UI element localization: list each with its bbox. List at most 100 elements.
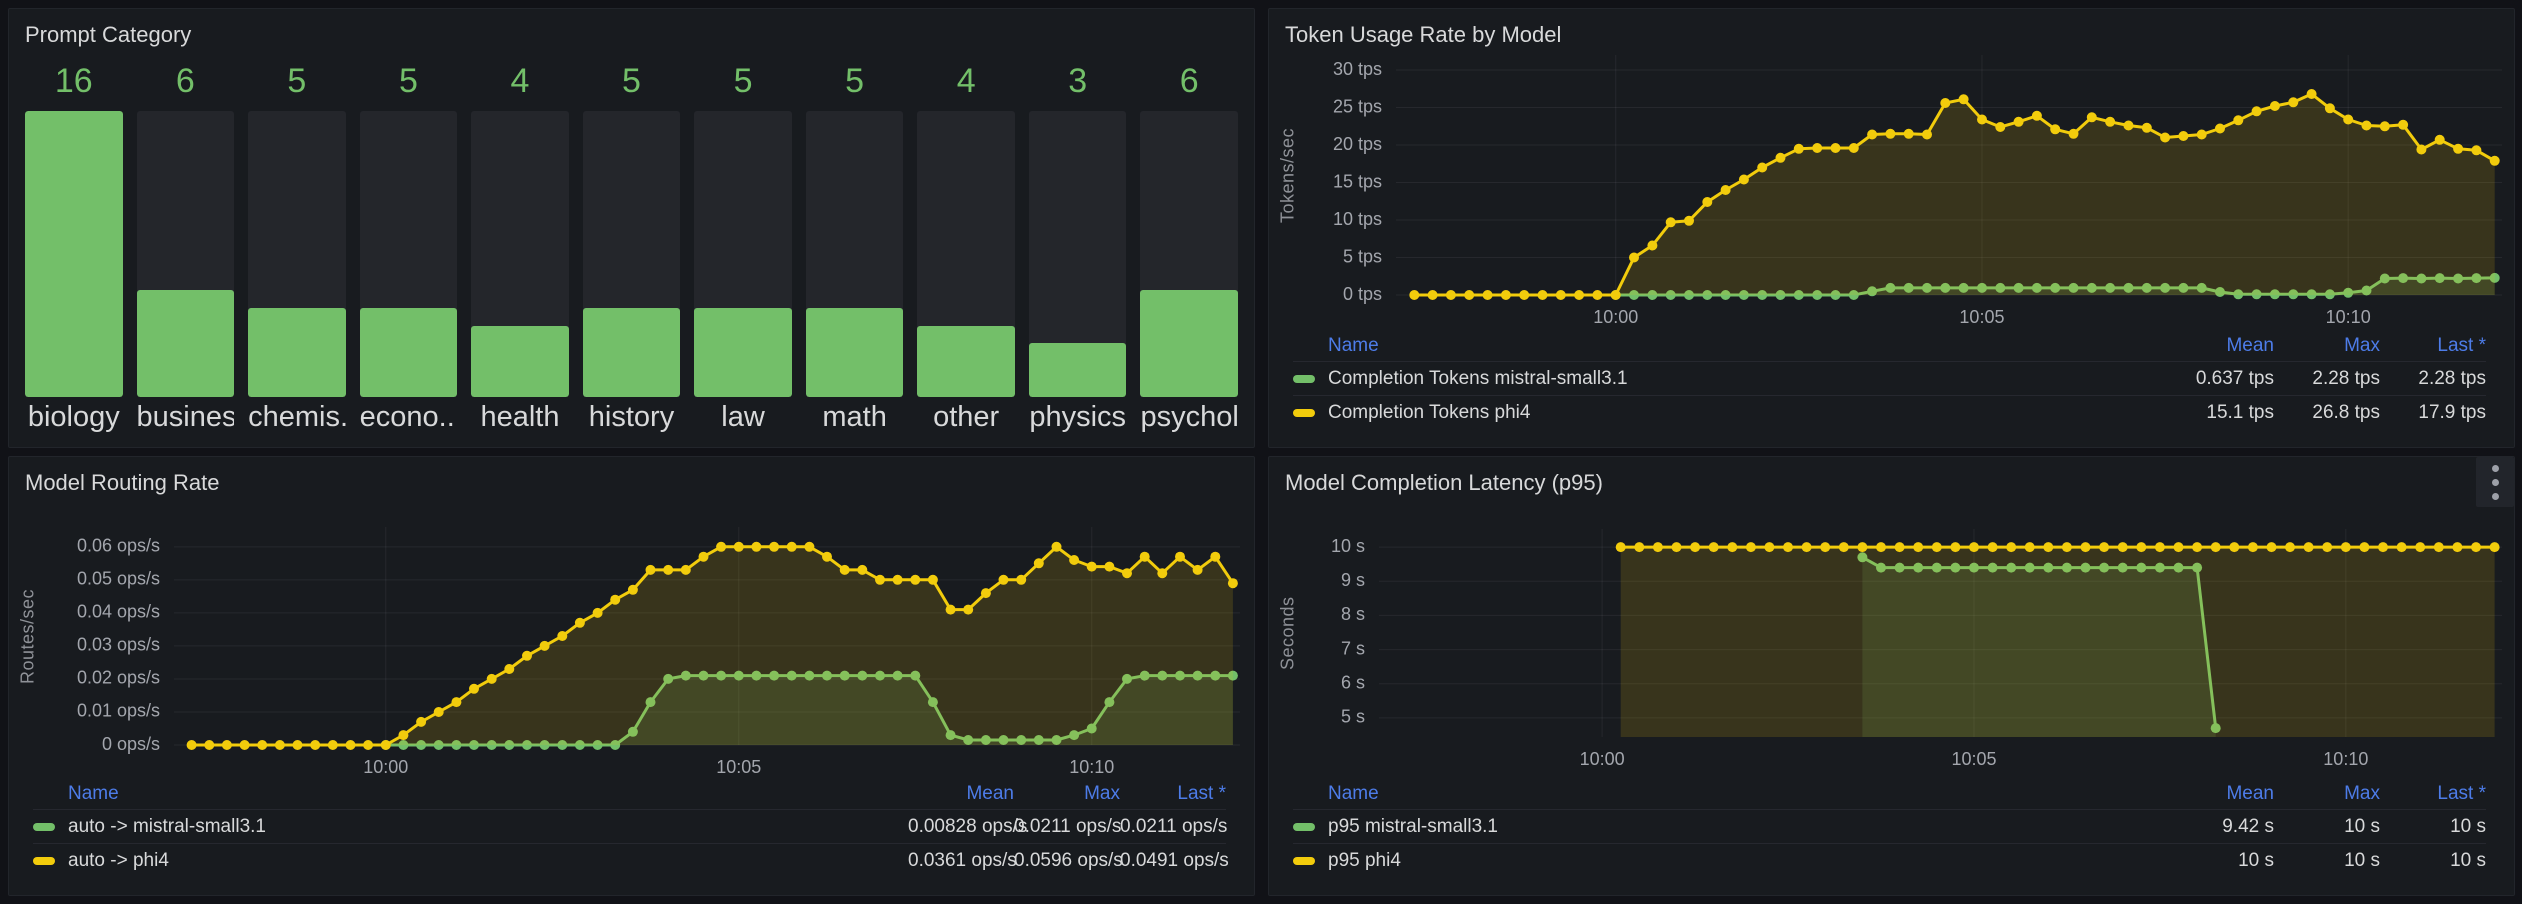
legend-series-name: Completion Tokens phi4 <box>1328 401 1531 423</box>
panel-title-token-usage[interactable]: Token Usage Rate by Model <box>1285 22 1562 47</box>
data-point <box>857 670 868 681</box>
data-point <box>433 740 444 750</box>
data-point <box>910 670 921 681</box>
data-point <box>2343 114 2354 125</box>
y-tick-label: 0 ops/s <box>102 734 160 754</box>
data-point <box>839 564 850 575</box>
data-point <box>2471 145 2482 156</box>
data-point <box>451 740 462 750</box>
legend-header-last[interactable]: Last * <box>1177 783 1226 804</box>
panel-title-latency[interactable]: Model Completion Latency (p95) <box>1285 470 1603 495</box>
legend-stat-value: 2.28 tps <box>2418 367 2486 389</box>
legend-header-last[interactable]: Last * <box>2437 783 2486 804</box>
bar-value: 6 <box>175 62 195 100</box>
data-point <box>1727 542 1738 553</box>
data-point <box>1848 143 1859 153</box>
legend-header-last[interactable]: Last * <box>2437 335 2486 356</box>
data-point <box>2361 285 2372 296</box>
data-point <box>1104 697 1115 708</box>
data-point <box>592 740 603 750</box>
legend-header-name[interactable]: Name <box>1328 335 1379 356</box>
data-point <box>486 673 497 684</box>
bar-label: history <box>588 401 675 433</box>
data-point <box>1738 174 1749 185</box>
data-point <box>1969 542 1979 553</box>
data-point <box>769 670 780 681</box>
data-point <box>2453 273 2464 284</box>
x-tick-label: 10:05 <box>1951 749 1996 769</box>
kebab-dot <box>2491 478 2499 486</box>
legend-header-mean[interactable]: Mean <box>966 783 1014 804</box>
data-point <box>1812 290 1823 300</box>
legend-row[interactable]: Completion Tokens mistral-small3.1 0.637 … <box>1293 361 2486 395</box>
data-point <box>398 740 409 750</box>
data-point <box>945 730 956 741</box>
data-point <box>910 574 921 585</box>
legend-series-swatch <box>1293 822 1315 831</box>
data-point <box>574 740 585 750</box>
legend-row[interactable]: p95 phi4 10 s 10 s 10 s <box>1293 843 2486 877</box>
data-point <box>2251 289 2262 300</box>
data-point <box>2285 542 2295 553</box>
legend-header-name[interactable]: Name <box>68 783 119 804</box>
legend-header-max[interactable]: Max <box>2344 335 2380 356</box>
legend-row[interactable]: Completion Tokens phi4 15.1 tps 26.8 tps 17… <box>1293 395 2486 429</box>
series-line <box>385 674 1233 747</box>
data-point <box>2379 273 2390 284</box>
data-point <box>504 740 515 750</box>
legend-header-mean[interactable]: Mean <box>2226 335 2274 356</box>
data-point <box>557 631 568 641</box>
legend-header-mean[interactable]: Mean <box>2226 783 2274 804</box>
y-tick-label: 20 tps <box>1333 134 1382 154</box>
y-tick-label: 25 tps <box>1333 96 1382 116</box>
data-point <box>2178 282 2189 293</box>
panel-menu-kebab-icon[interactable] <box>2476 457 2514 507</box>
bar-value: 5 <box>398 62 418 100</box>
data-point <box>2251 106 2262 117</box>
data-point <box>1885 128 1896 139</box>
data-point <box>1987 542 1998 553</box>
data-point <box>2433 542 2444 553</box>
legend-stat-value: 0.0596 ops/s <box>1014 849 1123 871</box>
legend-row[interactable]: auto -> phi4 0.0361 ops/s 0.0596 ops/s 0.04… <box>33 843 1229 877</box>
bar-column: 5 math <box>805 59 904 435</box>
bar-label: econo... <box>359 401 458 433</box>
legend-series-name: auto -> phi4 <box>68 849 169 871</box>
data-point <box>1647 290 1658 300</box>
panel-latency: Model Completion Latency (p95) Seconds 5… <box>1268 456 2515 896</box>
x-tick-label: 10:00 <box>363 757 408 777</box>
data-point <box>327 740 338 750</box>
bar-label: physics <box>1029 401 1127 433</box>
bar-fill <box>1028 343 1127 397</box>
data-point <box>1775 152 1786 163</box>
legend-header-max[interactable]: Max <box>1084 783 1120 804</box>
legend-stat-value: 10 s <box>2238 849 2274 871</box>
bar-fill <box>471 325 569 397</box>
data-point <box>1958 94 1969 105</box>
data-point <box>1867 129 1878 140</box>
data-point <box>2006 562 2017 573</box>
panel-title-prompt-category[interactable]: Prompt Category <box>25 22 192 47</box>
panel-title-routing-rate[interactable]: Model Routing Rate <box>25 470 220 495</box>
data-point <box>2489 542 2500 553</box>
data-point <box>1500 290 1511 300</box>
data-point <box>1519 290 1530 300</box>
data-point <box>1775 290 1786 300</box>
legend-header-max[interactable]: Max <box>2344 783 2380 804</box>
legend-row[interactable]: p95 mistral-small3.1 9.42 s 10 s 10 s <box>1293 809 2486 843</box>
data-point <box>1671 542 1682 553</box>
data-point <box>751 541 762 552</box>
data-point <box>1977 282 1987 293</box>
data-point <box>1684 290 1694 300</box>
data-point <box>1537 290 1548 300</box>
data-point <box>1069 730 1080 741</box>
data-point <box>610 740 621 750</box>
data-point <box>1913 542 1924 553</box>
bar-track <box>25 111 123 397</box>
data-point <box>1139 670 1150 681</box>
legend-row[interactable]: auto -> mistral-small3.1 0.00828 ops/s 0.0… <box>33 809 1227 843</box>
legend-header-name[interactable]: Name <box>1328 783 1379 804</box>
y-tick-label: 0.06 ops/s <box>77 536 160 556</box>
data-point <box>2086 112 2097 123</box>
bar-fill <box>25 111 123 397</box>
